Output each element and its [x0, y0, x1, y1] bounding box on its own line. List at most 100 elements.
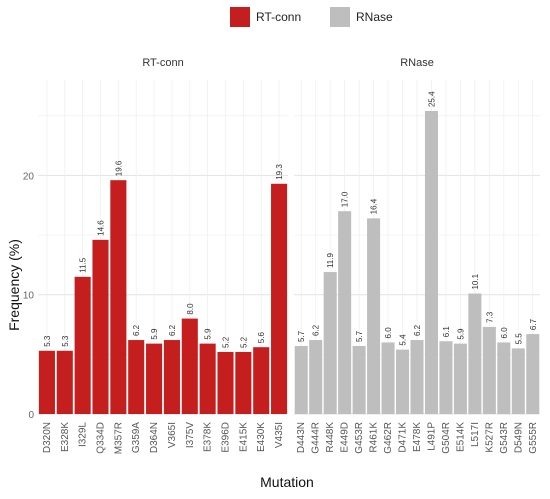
data-label: 5.2 — [239, 336, 248, 348]
data-label: 6.2 — [168, 324, 177, 336]
bar-D471K — [396, 349, 410, 414]
data-label: 19.6 — [114, 160, 123, 176]
bar-G462R — [381, 342, 395, 414]
bar-L517I — [468, 293, 482, 414]
bar-E378K — [199, 343, 216, 414]
data-label: 14.6 — [97, 220, 106, 236]
x-tick-label: E514K — [455, 422, 466, 452]
panel-rnase: RNase 5.7 D443N 6.2 G444R 11.9 R448K 17.0 E449D 5… — [294, 57, 540, 454]
y-axis-title: Frequency (%) — [6, 239, 22, 331]
x-tick-label: E430K — [256, 422, 267, 452]
x-tick-label: Q334D — [96, 422, 107, 454]
data-label: 5.9 — [456, 328, 465, 340]
x-tick-label: I375V — [185, 422, 196, 448]
data-label: 16.4 — [370, 198, 379, 214]
bar-D443N — [294, 346, 308, 414]
bar-V435I — [271, 183, 288, 414]
x-tick-label: E378K — [203, 422, 214, 452]
data-label: 25.4 — [427, 91, 436, 107]
x-axis-title: Mutation — [260, 474, 314, 490]
legend-swatch-rt-conn — [230, 7, 250, 27]
x-tick-label: E328K — [60, 422, 71, 452]
bar-R461K — [367, 218, 381, 414]
x-tick-label: I329L — [78, 422, 89, 447]
data-label: 6.2 — [413, 324, 422, 336]
x-tick-label: G453R — [354, 422, 365, 454]
bar-V365I — [163, 340, 180, 414]
bar-E415K — [235, 351, 252, 414]
data-label: 5.7 — [355, 330, 364, 342]
bar-E396D — [217, 351, 234, 414]
x-tick-label: G543R — [499, 422, 510, 454]
y-tick-label: 20 — [23, 171, 35, 182]
data-label: 17.0 — [341, 191, 350, 207]
bar-I375V — [181, 318, 198, 414]
bar-L491P — [424, 111, 438, 414]
data-label: 5.2 — [222, 336, 231, 348]
panel-rt-conn: RT-conn 5.3 D320N 5.3 E328K 11.5 I329L 14.6 Q334… — [38, 57, 288, 454]
x-tick-label: E478K — [412, 422, 423, 452]
data-label: 6.7 — [529, 318, 538, 330]
x-tick-label: D549N — [513, 422, 524, 453]
bar-E478K — [410, 340, 424, 414]
panel-title: RNase — [400, 57, 434, 69]
legend-label-rt-conn: RT-conn — [256, 10, 301, 24]
data-label: 11.9 — [326, 253, 335, 269]
bar-G543R — [497, 342, 511, 414]
data-label: 19.3 — [275, 164, 284, 180]
x-tick-label: V435I — [274, 422, 285, 448]
x-tick-label: E396D — [221, 422, 232, 453]
x-tick-label: G444R — [311, 422, 322, 454]
data-label: 6.1 — [442, 326, 451, 338]
data-label: 5.7 — [297, 330, 306, 342]
bar-G453R — [352, 346, 366, 414]
y-tick-label: 0 — [28, 410, 34, 421]
y-tick-label: 10 — [23, 291, 35, 302]
x-tick-label: M357R — [113, 422, 124, 454]
x-tick-label: G504R — [441, 422, 452, 454]
bar-Q334D — [92, 239, 109, 414]
bar-M357R — [110, 180, 127, 414]
x-tick-label: G462R — [383, 422, 394, 454]
data-label: 5.6 — [257, 332, 266, 344]
data-label: 5.5 — [514, 333, 523, 345]
data-label: 8.0 — [186, 303, 195, 315]
x-tick-label: D443N — [296, 422, 307, 453]
legend-swatch-rnase — [330, 7, 350, 27]
x-tick-label: E415K — [238, 422, 249, 452]
panel-title: RT-conn — [142, 57, 183, 69]
x-tick-label: L517I — [470, 422, 481, 447]
legend: RT-conn RNase — [230, 7, 393, 27]
x-tick-label: G555R — [528, 422, 539, 454]
data-label: 5.4 — [399, 334, 408, 346]
data-label: 10.1 — [471, 273, 480, 289]
bar-G444R — [309, 340, 323, 414]
x-tick-label: L491P — [426, 422, 437, 451]
x-tick-label: R461K — [369, 422, 380, 453]
data-label: 5.3 — [61, 335, 70, 347]
x-tick-label: G359A — [131, 422, 142, 453]
data-label: 5.9 — [204, 328, 213, 340]
x-tick-label: D471K — [398, 422, 409, 453]
bar-G555R — [526, 334, 540, 414]
data-label: 11.5 — [79, 257, 88, 273]
data-label: 5.3 — [43, 335, 52, 347]
bar-E328K — [56, 350, 73, 414]
x-tick-label: E449D — [340, 422, 351, 453]
bar-D320N — [38, 350, 55, 414]
data-label: 6.2 — [132, 324, 141, 336]
bar-E449D — [338, 211, 352, 414]
bar-G359A — [128, 340, 145, 414]
bar-E514K — [453, 343, 467, 414]
y-axis: 0 10 20 — [23, 171, 35, 421]
data-label: 6.0 — [384, 327, 393, 339]
data-label: 5.9 — [150, 328, 159, 340]
data-label: 6.0 — [500, 327, 509, 339]
bar-I329L — [74, 276, 91, 414]
bar-R448K — [323, 272, 337, 414]
data-label: 6.2 — [312, 324, 321, 336]
x-tick-label: V365I — [167, 422, 178, 448]
bar-D364N — [146, 343, 163, 414]
data-label: 7.3 — [485, 311, 494, 323]
